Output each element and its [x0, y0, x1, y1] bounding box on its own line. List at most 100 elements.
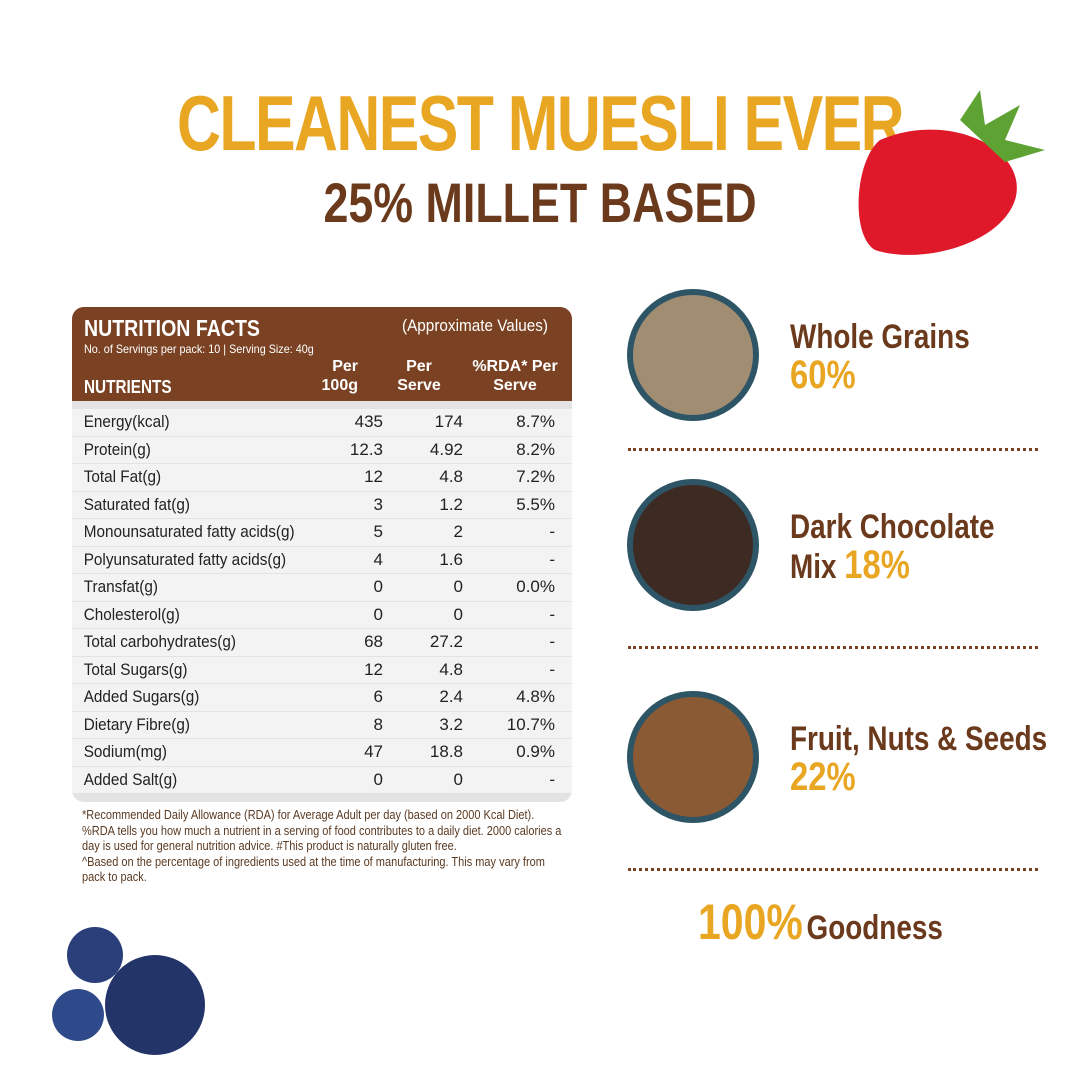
- table-cell: Dietary Fibre(g): [83, 714, 190, 734]
- table-note: (Approximate Values): [402, 316, 548, 335]
- ingredient-percent: 60%: [790, 353, 856, 397]
- table-row: Sodium(mg) 47 18.8 0.9%: [72, 739, 572, 766]
- table-cell: 7.2%: [516, 467, 555, 486]
- table-cell: 8.2%: [516, 439, 555, 459]
- column-header: NUTRIENTS: [84, 377, 172, 397]
- table-cell: 68: [364, 632, 383, 651]
- table-cell: 12.3: [349, 439, 383, 459]
- table-cell: 174: [434, 412, 463, 431]
- table-cell: -: [549, 522, 555, 541]
- table-cell: Cholesterol(g): [83, 604, 180, 624]
- servings: No. of Servings per pack: 10 | Serving S…: [84, 342, 314, 356]
- table-row: Polyunsaturated fatty acids(g) 4 1.6 -: [72, 546, 572, 573]
- table-cell: Polyunsaturated fatty acids(g): [83, 549, 287, 569]
- table-cell: Added Salt(g): [83, 769, 178, 789]
- table-row: Total Sugars(g) 12 4.8 -: [72, 656, 572, 683]
- table-cell: 6: [373, 687, 383, 706]
- table-title: NUTRITION FACTS: [84, 315, 260, 341]
- table-cell: 47: [364, 742, 383, 761]
- ingredient-name: Dark Chocolate Mix: [790, 508, 995, 586]
- table-body: Energy(kcal) 435 174 8.7% Protein(g) 12.3 4.92…: [72, 409, 572, 794]
- table-row: Monounsaturated fatty acids(g) 5 2 -: [72, 519, 572, 546]
- table-cell: 4: [373, 549, 383, 569]
- goodness-label: Goodness: [806, 909, 943, 947]
- table-row: Transfat(g) 0 0 0.0%: [72, 574, 572, 601]
- table-row: Added Sugars(g) 6 2.4 4.8%: [72, 684, 572, 711]
- table-cell: 4.92: [429, 439, 463, 459]
- table-cell: -: [549, 549, 555, 569]
- strawberry: [858, 90, 1045, 255]
- table-cell: Transfat(g): [83, 577, 158, 596]
- table-cell: 5.5%: [516, 494, 555, 514]
- table-cell: 4.8%: [516, 687, 555, 706]
- footnote: *Recommended Daily Allowance (RDA) for A…: [82, 808, 562, 853]
- table-cell: 12: [364, 659, 383, 679]
- table-cell: Sodium(mg): [83, 742, 168, 761]
- nutrition-table: NUTRITION FACTS (Approximate Values) No.…: [72, 307, 572, 802]
- table-cell: 0: [453, 577, 463, 596]
- table-cell: 4.8: [439, 467, 463, 486]
- table-cell: 0: [453, 604, 463, 624]
- table-cell: 4.8: [439, 659, 463, 679]
- column-header: Per Serve: [397, 358, 441, 394]
- table-cell: Protein(g): [83, 439, 151, 459]
- table-cell: Total carbohydrates(g): [83, 632, 236, 651]
- table-row: Energy(kcal) 435 174 8.7%: [72, 409, 572, 436]
- goodness: 100% Goodness: [698, 893, 943, 951]
- table-cell: Added Sugars(g): [83, 687, 200, 706]
- ingredient-name: Fruit, Nuts & Seeds: [790, 720, 1048, 758]
- table-cell: 3.2: [439, 714, 463, 734]
- column-header: %RDA* Per Serve: [472, 358, 558, 394]
- ingredient: Whole Grains 60%: [790, 318, 970, 396]
- divider: [628, 646, 1038, 649]
- table-cell: 12: [364, 467, 383, 486]
- table-cell: Energy(kcal): [83, 412, 170, 431]
- table-cell: 8.7%: [516, 412, 555, 431]
- ingredient: Dark Chocolate Mix 18%: [790, 508, 1003, 586]
- chocolate-image: [627, 479, 759, 611]
- table-row: Total Fat(g) 12 4.8 7.2%: [72, 464, 572, 491]
- table-cell: -: [549, 632, 555, 651]
- table-cell: 10.7%: [506, 714, 555, 734]
- table-cell: -: [549, 604, 555, 624]
- ingredient-name: Whole Grains: [790, 318, 970, 356]
- column-header: Per 100g: [321, 358, 358, 394]
- table-cell: 1.2: [439, 494, 463, 514]
- footnote: ^Based on the percentage of ingredients …: [82, 854, 545, 885]
- table-cell: 0: [373, 769, 383, 789]
- table-cell: 27.2: [429, 632, 463, 651]
- subtitle: 25% MILLET BASED: [323, 171, 757, 234]
- footnotes: *Recommended Daily Allowance (RDA) for A…: [82, 808, 562, 886]
- table-row: Added Salt(g) 0 0 -: [72, 766, 572, 793]
- table-cell: 1.6: [439, 549, 463, 569]
- table-cell: -: [549, 769, 555, 789]
- table-cell: 8: [373, 714, 383, 734]
- ingredient: Fruit, Nuts & Seeds 22%: [790, 720, 1052, 798]
- divider: [628, 868, 1038, 871]
- table-cell: 18.8: [429, 742, 463, 761]
- table-row: Total carbohydrates(g) 68 27.2 -: [72, 629, 572, 656]
- table-cell: 0: [453, 769, 463, 789]
- blueberries: [52, 927, 205, 1055]
- ingredient-percent: 22%: [790, 755, 856, 799]
- table-cell: 2.4: [439, 687, 463, 706]
- table-cell: Total Fat(g): [83, 467, 162, 486]
- table-cell: 0: [373, 604, 383, 624]
- table-cell: 0: [373, 577, 383, 596]
- table-cell: 0.9%: [516, 742, 555, 761]
- table-cell: Monounsaturated fatty acids(g): [83, 522, 295, 541]
- table-cell: 435: [354, 412, 383, 431]
- nuts-image: [627, 691, 759, 823]
- ingredient-percent: 18%: [844, 543, 910, 587]
- table-cell: Saturated fat(g): [83, 494, 191, 514]
- table-cell: 2: [453, 522, 463, 541]
- table-cell: Total Sugars(g): [83, 659, 188, 679]
- table-row: Protein(g) 12.3 4.92 8.2%: [72, 436, 572, 463]
- table-header: NUTRITION FACTS (Approximate Values) No.…: [72, 307, 572, 401]
- table-row: Saturated fat(g) 3 1.2 5.5%: [72, 491, 572, 518]
- goodness-percent: 100%: [698, 894, 803, 950]
- table-row: Dietary Fibre(g) 8 3.2 10.7%: [72, 711, 572, 738]
- table-row: Cholesterol(g) 0 0 -: [72, 601, 572, 628]
